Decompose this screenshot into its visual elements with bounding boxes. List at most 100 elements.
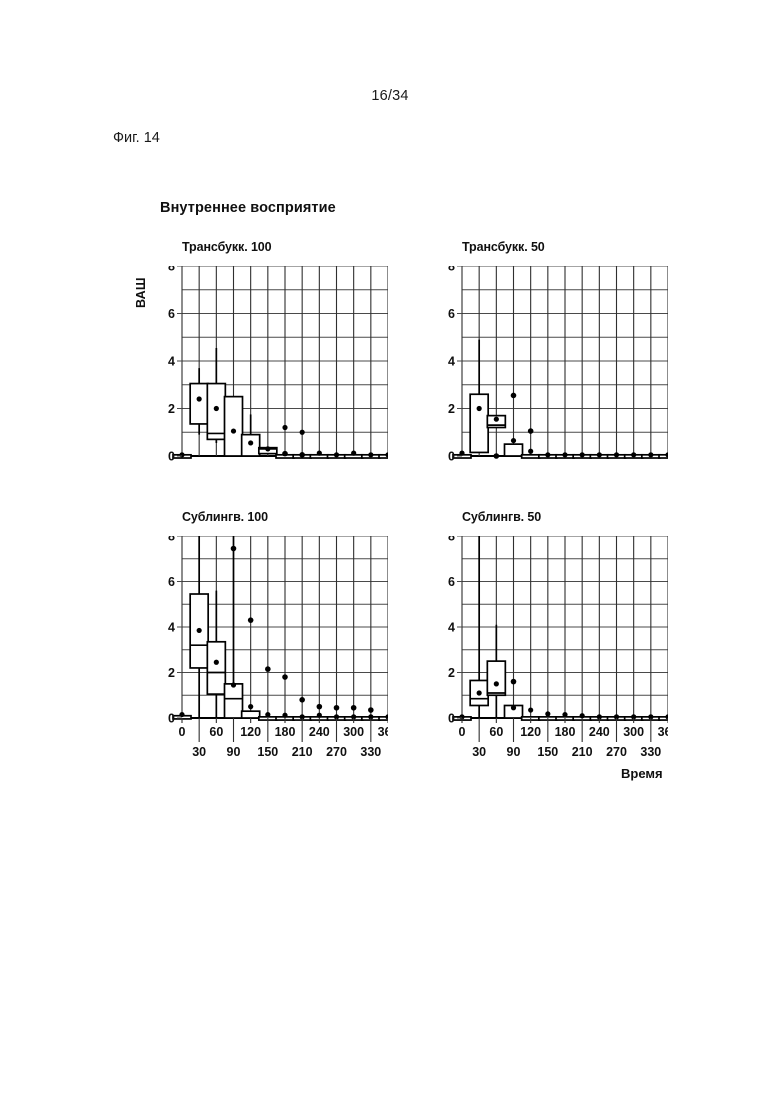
y-tick-6: 6 bbox=[168, 307, 175, 321]
data-point bbox=[282, 451, 288, 457]
data-point bbox=[299, 452, 305, 458]
x-tick-90: 90 bbox=[507, 745, 521, 759]
mean-marker bbox=[282, 713, 287, 718]
mean-marker bbox=[368, 452, 373, 457]
x-tick-120: 120 bbox=[520, 725, 541, 739]
y-tick-2: 2 bbox=[168, 402, 175, 416]
x-tick-150: 150 bbox=[537, 745, 558, 759]
x-tick-120: 120 bbox=[240, 725, 261, 739]
y-tick-4: 4 bbox=[448, 355, 455, 369]
mean-marker bbox=[459, 451, 464, 456]
boxes-subling-50 bbox=[453, 536, 668, 720]
boxes-subling-100 bbox=[173, 536, 388, 720]
x-tick-60: 60 bbox=[209, 725, 223, 739]
box bbox=[225, 684, 243, 718]
x-tick-60: 60 bbox=[489, 725, 503, 739]
x-tick-360: 360 bbox=[658, 725, 668, 739]
mean-marker bbox=[179, 712, 184, 717]
y-tick-2: 2 bbox=[448, 402, 455, 416]
x-tick-180: 180 bbox=[275, 725, 296, 739]
data-point bbox=[351, 705, 357, 711]
x-tick-300: 300 bbox=[623, 725, 644, 739]
chart-title-transbucc-100: Трансбукк. 100 bbox=[182, 240, 272, 254]
y-tick-4: 4 bbox=[168, 355, 175, 369]
boxes-transbucc-100 bbox=[173, 348, 388, 458]
chart-panel-subling-100: Сублингв. 100024680601201802403003603090… bbox=[160, 536, 388, 718]
box bbox=[470, 394, 488, 452]
mean-marker bbox=[477, 406, 482, 411]
chart-panel-transbucc-50: Трансбукк. 5002468 bbox=[440, 266, 668, 456]
y-tick-6: 6 bbox=[448, 307, 455, 321]
mean-marker bbox=[265, 446, 270, 451]
mean-marker bbox=[562, 452, 567, 457]
x-tick-0: 0 bbox=[179, 725, 186, 739]
data-point bbox=[317, 704, 323, 710]
mean-marker bbox=[511, 705, 516, 710]
mean-marker bbox=[477, 690, 482, 695]
x-ticklabels-subling-100: 0601201802403003603090150210270330 bbox=[179, 718, 388, 759]
y-ticklabels-subling-100: 02468 bbox=[168, 536, 182, 726]
x-tick-240: 240 bbox=[309, 725, 330, 739]
x-tick-180: 180 bbox=[555, 725, 576, 739]
x-tick-210: 210 bbox=[572, 745, 593, 759]
y-tick-4: 4 bbox=[448, 621, 455, 635]
mean-marker bbox=[545, 452, 550, 457]
mean-marker bbox=[248, 704, 253, 709]
mean-marker bbox=[597, 452, 602, 457]
chart-svg-subling-100: 024680601201802403003603090150210270330 bbox=[160, 536, 388, 784]
y-ticklabels-subling-50: 02468 bbox=[448, 536, 462, 726]
document-page: 16/34 Фиг. 14 Внутреннее восприятие Тран… bbox=[0, 0, 780, 1103]
data-point bbox=[511, 679, 517, 685]
data-point bbox=[265, 666, 271, 672]
mean-marker bbox=[282, 425, 287, 430]
data-point bbox=[248, 617, 254, 623]
mean-marker bbox=[511, 438, 516, 443]
mean-marker bbox=[317, 713, 322, 718]
y-tick-6: 6 bbox=[448, 575, 455, 589]
box bbox=[522, 455, 540, 458]
x-tick-240: 240 bbox=[589, 725, 610, 739]
x-tick-90: 90 bbox=[227, 745, 241, 759]
mean-marker bbox=[494, 417, 499, 422]
box bbox=[225, 397, 243, 456]
x-ticklabels-subling-50: 0601201802403003603090150210270330 bbox=[459, 718, 668, 759]
y-tick-8: 8 bbox=[448, 266, 455, 274]
mean-marker bbox=[214, 660, 219, 665]
y-tick-4: 4 bbox=[168, 621, 175, 635]
points-subling-50 bbox=[511, 679, 517, 685]
boxes-transbucc-50 bbox=[453, 340, 668, 458]
x-tick-30: 30 bbox=[192, 745, 206, 759]
mean-marker bbox=[231, 428, 236, 433]
y-ticklabels-transbucc-100: 02468 bbox=[168, 266, 182, 464]
chart-svg-transbucc-100: 02468 bbox=[160, 266, 388, 522]
mean-marker bbox=[648, 452, 653, 457]
data-point bbox=[511, 393, 517, 399]
y-tick-0: 0 bbox=[448, 450, 455, 464]
data-point bbox=[368, 707, 374, 713]
y-tick-2: 2 bbox=[448, 666, 455, 680]
box bbox=[505, 444, 523, 456]
chart-panel-subling-50: Сублингв. 500246806012018024030036030901… bbox=[440, 536, 668, 718]
data-point bbox=[299, 697, 305, 703]
y-tick-6: 6 bbox=[168, 575, 175, 589]
data-point bbox=[231, 546, 237, 552]
x-tick-360: 360 bbox=[378, 725, 388, 739]
y-tick-8: 8 bbox=[168, 536, 175, 544]
y-ticklabels-transbucc-50: 0 2 4 6 8 bbox=[448, 266, 462, 464]
x-tick-270: 270 bbox=[326, 745, 347, 759]
mean-marker bbox=[494, 681, 499, 686]
mean-marker bbox=[334, 452, 339, 457]
mean-marker bbox=[265, 712, 270, 717]
box bbox=[207, 384, 225, 440]
box bbox=[242, 711, 260, 718]
data-point bbox=[528, 428, 534, 434]
mean-marker bbox=[580, 452, 585, 457]
mean-marker bbox=[231, 682, 236, 687]
chart-title-transbucc-50: Трансбукк. 50 bbox=[462, 240, 545, 254]
data-point bbox=[282, 674, 288, 680]
mean-marker bbox=[317, 451, 322, 456]
x-axis-title: Время bbox=[621, 766, 663, 781]
y-tick-0: 0 bbox=[168, 450, 175, 464]
y-tick-8: 8 bbox=[448, 536, 455, 544]
mean-marker bbox=[580, 713, 585, 718]
